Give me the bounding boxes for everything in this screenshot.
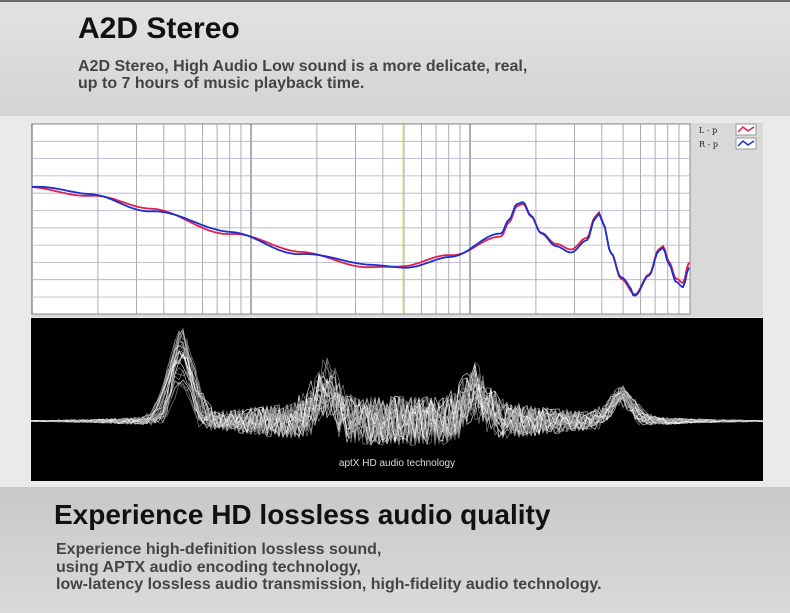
legend-left-line (737, 125, 755, 133)
top-rule (0, 0, 790, 2)
header-line-1: A2D Stereo, High Audio Low sound is a mo… (78, 58, 528, 75)
legend-left-label: L - p (699, 126, 717, 135)
waveform-art (30, 327, 764, 446)
header-line-2: up to 7 hours of music playback time. (78, 75, 365, 92)
waveform-caption: aptX HD audio technology (338, 458, 456, 469)
frequency-response-graph: L - p R - p (31, 123, 763, 317)
header-subtitle: A2D Stereo, High Audio Low sound is a mo… (78, 58, 527, 92)
footer-text: Experience high-definition lossless soun… (56, 541, 602, 594)
footer-title: Experience HD lossless audio quality (54, 499, 551, 530)
legend: L - p R - p (699, 123, 757, 150)
left-channel-curve (31, 186, 690, 296)
footer-line-1: Experience high-definition lossless soun… (56, 541, 382, 558)
header-band (0, 0, 790, 116)
aptx-waveform-panel: aptX HD audio technology (30, 318, 764, 481)
graph-grid (31, 124, 690, 314)
legend-right-label: R - p (699, 140, 718, 149)
right-channel-curve (31, 185, 690, 297)
footer-line-3: low-latency lossless audio transmission,… (56, 576, 602, 593)
header-title: A2D Stereo (78, 12, 240, 45)
legend-right-line (737, 139, 755, 147)
footer-line-2: using APTX audio encoding technology, (56, 558, 361, 576)
footer-band (0, 487, 790, 613)
